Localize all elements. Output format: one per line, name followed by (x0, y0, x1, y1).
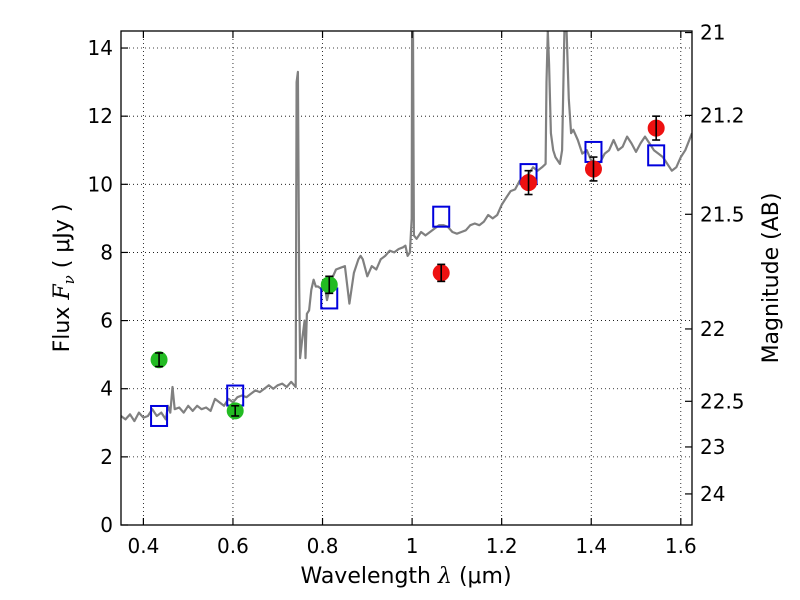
y-tick-label: 6 (100, 309, 113, 333)
x-tick-label: 1 (406, 534, 419, 558)
x-tick-label: 0.8 (307, 534, 339, 558)
x-tick-label: 1.2 (486, 534, 518, 558)
y-tick-label: 10 (88, 172, 113, 196)
plot-series (121, 31, 692, 427)
y2-tick-label: 21 (700, 21, 725, 45)
y2-axis-label: Magnitude (AB) (759, 193, 784, 364)
spectrum-line (121, 31, 692, 423)
x-tick-label: 0.4 (127, 534, 159, 558)
y2-tick-label: 22.5 (700, 389, 745, 413)
y-tick-label: 14 (88, 36, 113, 60)
y2-tick-label: 24 (700, 482, 725, 506)
y-tick-label: 4 (100, 377, 113, 401)
model-photometry-square (432, 205, 451, 228)
y2-tick-label: 21.2 (700, 103, 745, 127)
y2-tick-label: 23 (700, 435, 725, 459)
x-tick-label: 0.6 (217, 534, 249, 558)
plot-frame (120, 30, 693, 526)
model-photometry-square (150, 404, 169, 427)
y-tick-label: 8 (100, 240, 113, 264)
y-tick-label: 0 (100, 513, 113, 537)
grid (121, 31, 692, 526)
y-tick-label: 12 (88, 104, 113, 128)
y-axis-label: Flux Fν ( μJy ) (50, 204, 78, 353)
y2-tick-label: 21.5 (700, 202, 745, 226)
model-photometry-square (647, 144, 666, 167)
x-axis-label: Wavelength λ (μm) (300, 564, 511, 589)
axes: 0.4 0.6 0.8 1 1.2 1.4 1.6024681012142121.221.5… (88, 21, 745, 558)
axis-labels: Wavelength λ (μm) Flux Fν ( μJy ) Magnit… (50, 193, 784, 589)
y-tick-label: 2 (100, 445, 113, 469)
y2-tick-label: 22 (700, 317, 725, 341)
x-tick-label: 1.6 (665, 534, 697, 558)
x-tick-label: 1.4 (575, 534, 607, 558)
